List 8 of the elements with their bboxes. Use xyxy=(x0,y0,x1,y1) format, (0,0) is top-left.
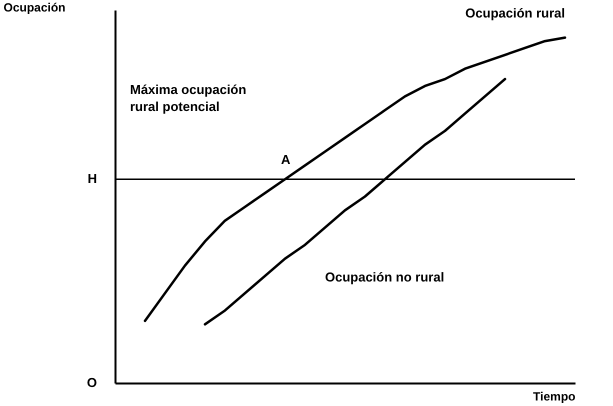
annotation: Máxima ocupación rural potencial xyxy=(130,82,246,114)
annotation: A xyxy=(281,152,291,167)
x-axis-title: Tiempo xyxy=(533,390,576,404)
ref-line-label: H xyxy=(88,171,97,186)
text: Ocupación no rural xyxy=(325,270,444,285)
text: O xyxy=(86,375,97,390)
y-axis-title: Ocupación xyxy=(4,0,66,14)
series-label: Ocupación rural xyxy=(465,6,565,21)
